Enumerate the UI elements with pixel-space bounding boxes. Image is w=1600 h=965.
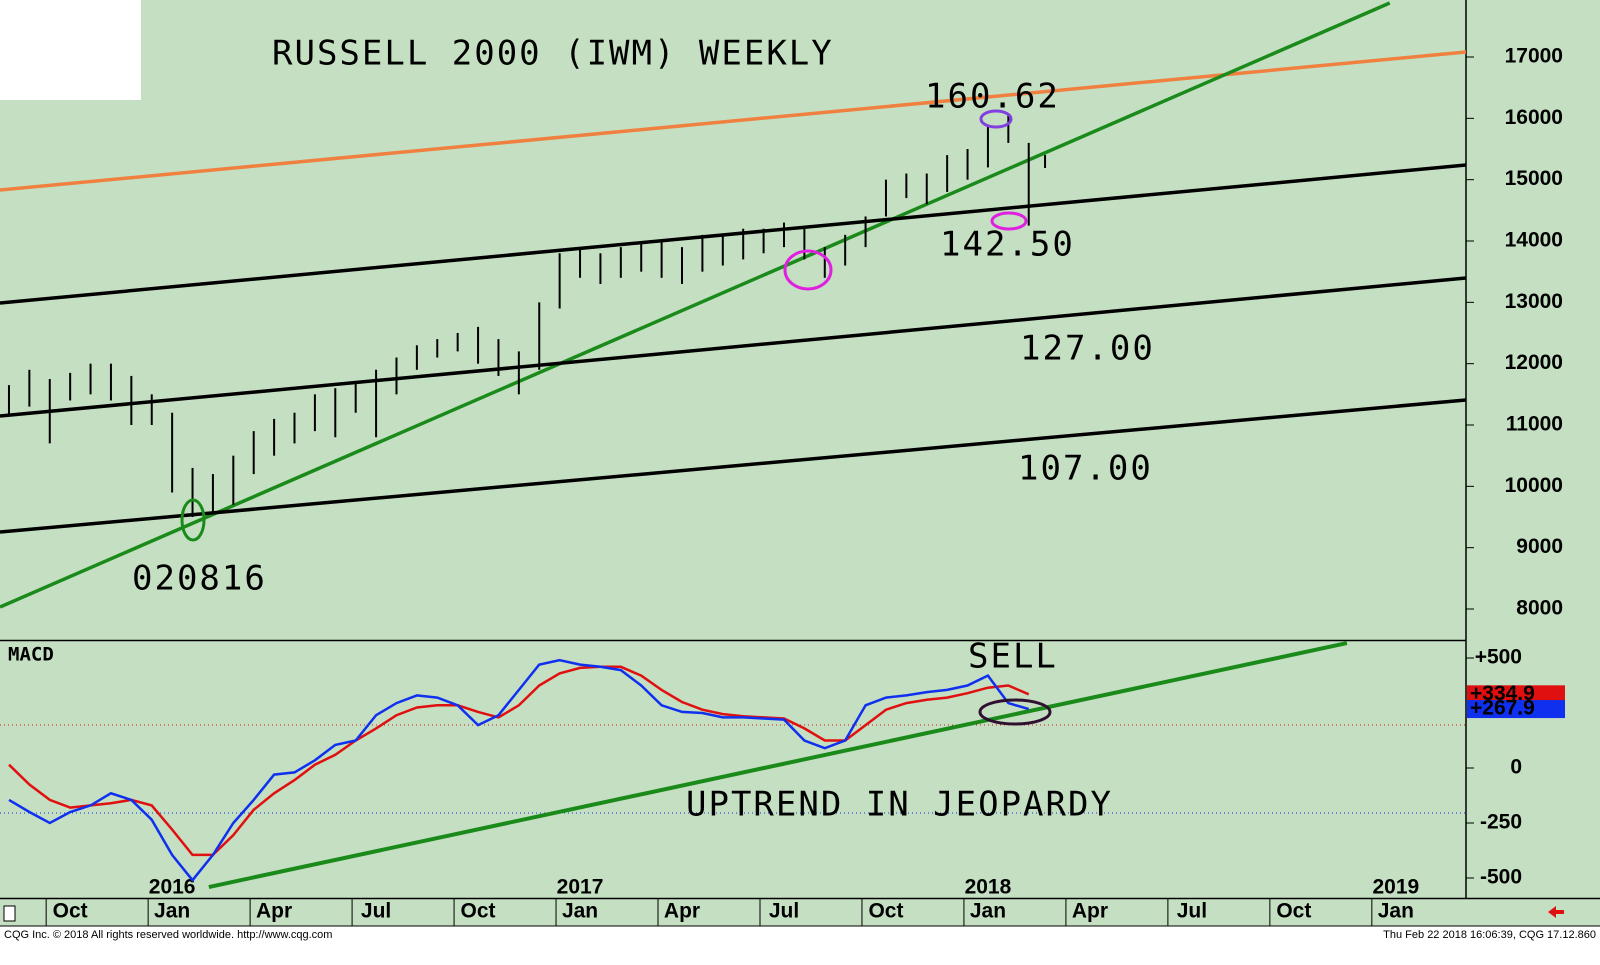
annotation: 020816 [132,559,267,599]
year-label: 2017 [557,876,604,899]
y-tick-label: 10000 [1505,474,1563,497]
y-tick-label: 11000 [1506,413,1563,436]
y-tick-label: 15000 [1505,167,1563,190]
y-tick-label: 14000 [1505,229,1563,252]
footer-text: CQG Inc. © 2018 All rights reserved worl… [4,929,332,941]
x-tick-label: Jul [769,900,799,923]
trendline [0,398,1466,534]
year-label: 2019 [1372,876,1419,899]
x-tick-label: Oct [1276,900,1311,923]
scroll-arrow [1548,906,1564,918]
highlight-ellipse [783,249,833,291]
y-tick-label: 13000 [1505,290,1563,313]
last-value-box [1467,700,1565,719]
x-tick-label: Oct [461,900,496,923]
y-tick-label: 17000 [1505,45,1563,68]
quote-box [0,0,141,100]
last-value-label: +334.9 [1470,682,1535,705]
footer-bg [0,926,1600,961]
macd-line [8,665,1030,857]
x-tick-label: Oct [53,900,88,923]
y-tick-label: 9000 [1516,535,1563,558]
trendline [0,276,1466,418]
annotation: SELL [968,637,1058,677]
x-tick-label: Oct [868,900,903,923]
annotation: UPTREND IN JEOPARDY [686,785,1113,825]
annotation: 160.62 [925,77,1060,117]
trendline [208,641,1348,889]
macd-line [8,658,1030,883]
trendline [0,1,1391,609]
last-value-label: +267.9 [1470,697,1535,720]
x-tick-label: Jan [562,900,598,923]
annotation: 107.00 [1018,449,1153,489]
y-tick-label: -250 [1480,811,1522,834]
x-tick-label: Jul [361,900,391,923]
x-tick-label: Jul [1177,900,1207,923]
y-tick-label: 0 [1510,756,1522,779]
x-tick-label: Apr [256,900,292,923]
x-tick-label: Apr [664,900,700,923]
x-tick-label: Jan [970,900,1006,923]
highlight-ellipse [978,698,1052,726]
x-tick-label: Apr [1072,900,1108,923]
y-tick-label: 8000 [1516,597,1563,620]
x-tick-label: Jan [1378,900,1414,923]
highlight-ellipse [979,109,1013,129]
highlight-ellipse [180,498,206,542]
y-tick-label: 16000 [1505,106,1563,129]
footer-text: Thu Feb 22 2018 16:06:39, CQG 17.12.860 [1383,929,1596,941]
macd-panel [8,641,1348,889]
y-tick-label: 12000 [1505,351,1563,374]
chart-title: RUSSELL 2000 (IWM) WEEKLY [272,34,834,74]
background [0,0,1600,926]
y-tick-label: -500 [1480,866,1522,889]
annotation: 127.00 [1020,329,1155,369]
annotation: 142.50 [940,225,1075,265]
y-tick-label: +500 [1475,646,1522,669]
panel-title: MACD [8,644,54,666]
year-label: 2016 [149,876,196,899]
price-panel [0,1,1466,609]
highlight-ellipse [990,211,1028,231]
trendline [0,163,1466,305]
last-value-box [1467,685,1565,704]
year-label: 2018 [965,876,1012,899]
scroll-box [3,905,16,922]
x-tick-label: Jan [154,900,190,923]
